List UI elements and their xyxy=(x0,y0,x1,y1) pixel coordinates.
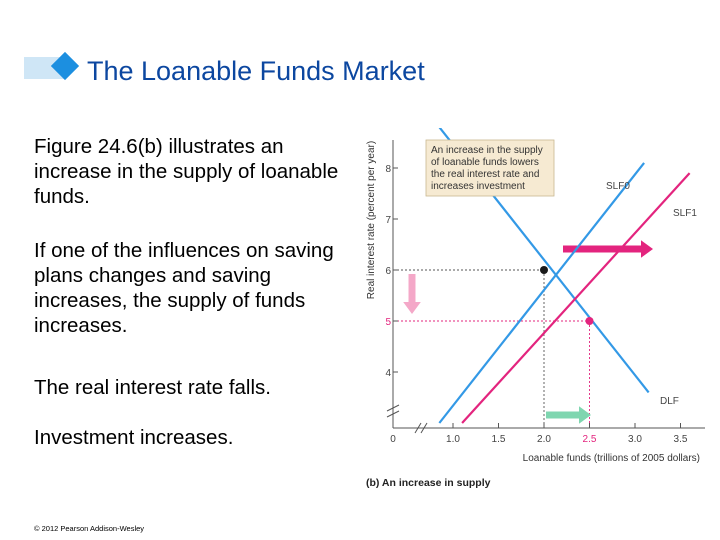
body-paragraph-3: The real interest rate falls. xyxy=(34,376,271,399)
y-axis-label: Real interest rate (percent per year) xyxy=(366,141,377,299)
tick-labels: 4 5 6 7 8 0 1.0 1.5 2.0 2.5 3.0 3.5 xyxy=(385,164,687,445)
loanable-funds-chart: 4 5 6 7 8 0 1.0 1.5 2.0 2.5 3.0 3.5 DLF SLF0 SLF1 An … xyxy=(366,128,705,489)
x-axis-break-2 xyxy=(420,422,428,434)
y-tick-label-1: 5 xyxy=(385,317,391,328)
curve-slf1 xyxy=(461,172,691,424)
y-axis-break-1 xyxy=(386,404,400,412)
curve-label-dlf: DLF xyxy=(660,396,679,407)
copyright-notice: © 2012 Pearson Addison-Wesley xyxy=(34,524,145,533)
callout-line-2: the real interest rate and xyxy=(431,169,539,180)
equilibrium-points xyxy=(540,266,594,325)
callout-text: An increase in the supply of loanable fun… xyxy=(431,145,543,192)
chart-caption: (b) An increase in supply xyxy=(366,477,491,489)
x-tick-label-5: 3.0 xyxy=(628,434,642,445)
y-tick-label-3: 7 xyxy=(385,215,391,226)
equilibrium-point-0 xyxy=(540,266,548,274)
shift-arrows xyxy=(403,240,653,424)
x-axis-break-1 xyxy=(414,422,422,434)
y-axis-break-2 xyxy=(386,410,400,418)
callout-line-1: of loanable funds lowers xyxy=(431,157,539,168)
x-axis-label: Loanable funds (trillions of 2005 dollar… xyxy=(523,453,700,464)
curve-slf0 xyxy=(438,162,645,424)
callout-background xyxy=(425,139,555,197)
x-tick-label-4: 2.5 xyxy=(583,434,597,445)
x-tick-label-1: 1.0 xyxy=(446,434,460,445)
curve-labels: DLF SLF0 SLF1 xyxy=(606,181,697,407)
y-tick-label-4: 8 xyxy=(385,164,391,175)
body-paragraph-1: Figure 24.6(b) illustrates an increase i… xyxy=(34,135,339,208)
callout-line-0: An increase in the supply xyxy=(431,145,543,156)
x-tick-label-3: 2.0 xyxy=(537,434,551,445)
x-tick-label-0: 0 xyxy=(390,434,396,445)
x-tick-label-6: 3.5 xyxy=(674,434,688,445)
interest-rate-fall-arrow xyxy=(403,274,421,314)
callout-line-3: increases investment xyxy=(431,181,525,192)
curve-label-slf0: SLF0 xyxy=(606,181,630,192)
callout-box: An increase in the supply of loanable fun… xyxy=(425,139,555,197)
slide-title: The Loanable Funds Market xyxy=(87,56,425,86)
investment-increase-arrow xyxy=(546,406,591,424)
equilibrium-point-1 xyxy=(585,317,594,325)
x-tick-label-2: 1.5 xyxy=(492,434,506,445)
y-tick-label-0: 4 xyxy=(385,368,391,379)
curve-label-slf1: SLF1 xyxy=(673,208,697,219)
y-tick-label-2: 6 xyxy=(385,266,391,277)
body-paragraph-4: Investment increases. xyxy=(34,426,234,449)
supply-shift-arrow xyxy=(563,240,653,258)
title-accent xyxy=(24,51,84,82)
axes xyxy=(386,140,705,434)
guide-lines xyxy=(393,269,590,428)
body-paragraph-2: If one of the influences on saving plans… xyxy=(34,239,334,337)
